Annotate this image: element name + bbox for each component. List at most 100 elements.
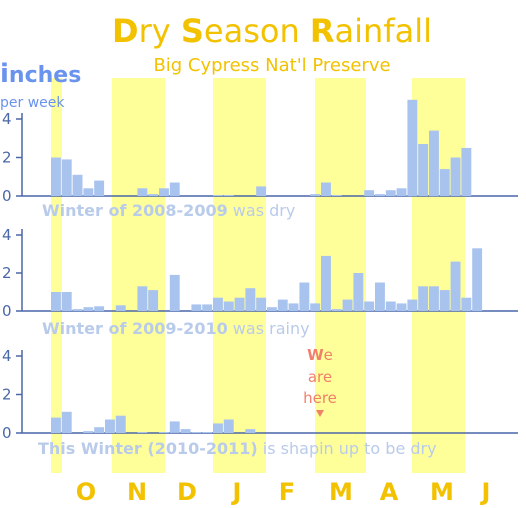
month-label: O <box>76 478 96 506</box>
bar <box>310 194 321 196</box>
bar <box>94 306 105 312</box>
bar <box>407 299 418 311</box>
y-tick-label: 4 <box>2 347 12 365</box>
bar <box>223 301 234 311</box>
bar <box>94 427 105 433</box>
y-unit-sublabel: per week <box>0 95 65 111</box>
bar <box>137 432 148 433</box>
bar <box>159 188 169 196</box>
bar <box>72 309 83 311</box>
bar <box>51 292 61 311</box>
highlight-band-0 <box>51 78 62 473</box>
month-label: M <box>430 478 454 506</box>
panel-caption: Winter of 2009-2010 was rainy <box>42 319 310 338</box>
bar <box>202 432 213 433</box>
bar <box>396 188 407 196</box>
bar <box>439 169 450 196</box>
annotation-text-line2: are <box>308 368 332 386</box>
y-tick-label: 2 <box>2 386 12 404</box>
panel-1: 0 2 4 Winter of 2008-2009 was dry <box>2 99 518 220</box>
panel-caption: Winter of 2008-2009 was dry <box>42 201 295 220</box>
bar <box>277 299 288 311</box>
bar <box>61 159 72 196</box>
y-tick-label: 4 <box>2 110 12 128</box>
y-tick-label: 4 <box>2 226 12 244</box>
annotation-text-line3: here <box>303 389 337 407</box>
month-label: J <box>480 478 491 506</box>
bar <box>115 415 126 433</box>
bar <box>288 303 299 311</box>
bar <box>461 297 472 311</box>
bar <box>223 419 234 433</box>
bar <box>342 299 353 311</box>
bar <box>180 429 191 433</box>
y-unit-label: inches <box>0 59 81 89</box>
bar <box>299 282 310 311</box>
bar <box>385 301 396 311</box>
bar <box>202 304 213 311</box>
bar <box>450 261 461 311</box>
bar <box>169 421 180 433</box>
bar <box>83 307 94 311</box>
bar <box>137 188 148 196</box>
chart-subtitle: Big Cypress Nat'l Preserve <box>153 55 390 76</box>
annotation-text: We <box>307 346 333 364</box>
bar <box>256 186 267 196</box>
bar <box>429 286 439 311</box>
bar <box>331 195 342 196</box>
y-tick-label: 0 <box>2 424 12 442</box>
bar <box>159 432 169 433</box>
bar <box>331 309 342 311</box>
highlight-bands <box>51 78 465 473</box>
bar <box>364 190 375 196</box>
bar <box>83 431 94 433</box>
bar <box>169 274 180 311</box>
bar <box>148 290 159 311</box>
bar <box>450 157 461 196</box>
chart-panels: 0 2 4 Winter of 2008-2009 was dry 0 2 4 Winter … <box>2 99 518 458</box>
bar <box>353 273 364 311</box>
bar <box>429 130 439 197</box>
month-label: J <box>231 478 242 506</box>
bar <box>375 282 385 311</box>
month-label: N <box>127 478 147 506</box>
bar <box>61 292 72 311</box>
bar <box>51 417 61 433</box>
bar <box>407 99 418 197</box>
bar <box>385 190 396 196</box>
bar <box>234 297 245 311</box>
highlight-band-2 <box>213 78 266 473</box>
bar <box>418 286 429 311</box>
month-label: D <box>177 478 197 506</box>
y-tick-label: 2 <box>2 149 12 167</box>
y-tick-label: 2 <box>2 264 12 282</box>
bar <box>439 290 450 311</box>
highlight-band-1 <box>112 78 165 473</box>
bar <box>245 288 256 311</box>
bar <box>213 297 223 311</box>
month-label: M <box>329 478 353 506</box>
bar <box>267 307 277 311</box>
bar <box>461 147 472 196</box>
bar <box>148 194 159 196</box>
bar <box>375 194 385 196</box>
bar <box>169 182 180 196</box>
bar <box>321 255 331 311</box>
panel-caption: This Winter (2010-2011) is shapin up to … <box>38 439 437 458</box>
bar <box>223 195 234 196</box>
bar <box>213 195 223 196</box>
chart-title: Dry Season Rainfall <box>112 12 432 50</box>
y-tick-label: 0 <box>2 302 12 320</box>
bar <box>115 305 126 311</box>
panel-2: 0 2 4 Winter of 2009-2010 was rainy <box>2 226 518 338</box>
bar <box>396 303 407 311</box>
bar <box>72 174 83 196</box>
bar <box>472 248 483 311</box>
bar <box>137 286 148 311</box>
bar <box>83 188 94 196</box>
bar <box>364 301 375 311</box>
bar <box>191 432 202 433</box>
